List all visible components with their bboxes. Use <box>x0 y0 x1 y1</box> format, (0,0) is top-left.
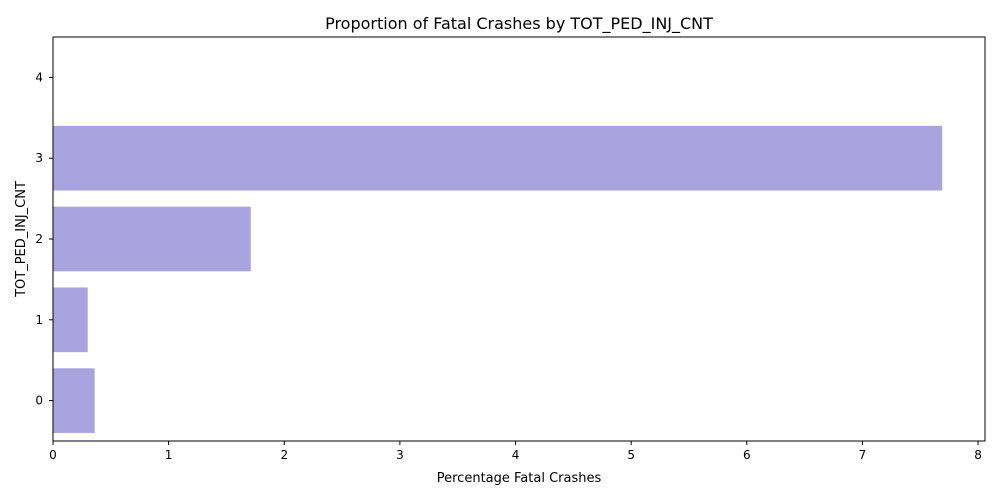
y-axis-title: TOT_PED_INJ_CNT <box>14 181 29 298</box>
x-axis: 0 1 2 3 4 5 6 7 8 <box>49 441 982 462</box>
bar-0 <box>53 368 95 433</box>
chart-title: Proportion of Fatal Crashes by TOT_PED_I… <box>325 14 713 34</box>
x-tick-label: 6 <box>743 448 751 462</box>
y-tick-label: 2 <box>35 232 43 246</box>
x-tick-label: 1 <box>165 448 173 462</box>
x-tick-label: 2 <box>280 448 288 462</box>
bar-3 <box>53 125 943 191</box>
bar-1 <box>53 287 88 353</box>
x-tick-label: 4 <box>512 448 520 462</box>
bar-2 <box>53 206 251 272</box>
x-tick-label: 0 <box>49 448 57 462</box>
y-tick-label: 1 <box>35 313 43 327</box>
y-axis: 0 1 2 3 4 <box>35 70 53 408</box>
y-tick-label: 3 <box>35 151 43 165</box>
bars-group <box>53 125 943 433</box>
x-tick-label: 5 <box>627 448 635 462</box>
x-axis-title: Percentage Fatal Crashes <box>437 471 602 486</box>
y-tick-label: 4 <box>35 70 43 84</box>
x-tick-label: 3 <box>396 448 404 462</box>
x-tick-label: 8 <box>974 448 982 462</box>
x-tick-label: 7 <box>859 448 867 462</box>
y-tick-label: 0 <box>35 394 43 408</box>
